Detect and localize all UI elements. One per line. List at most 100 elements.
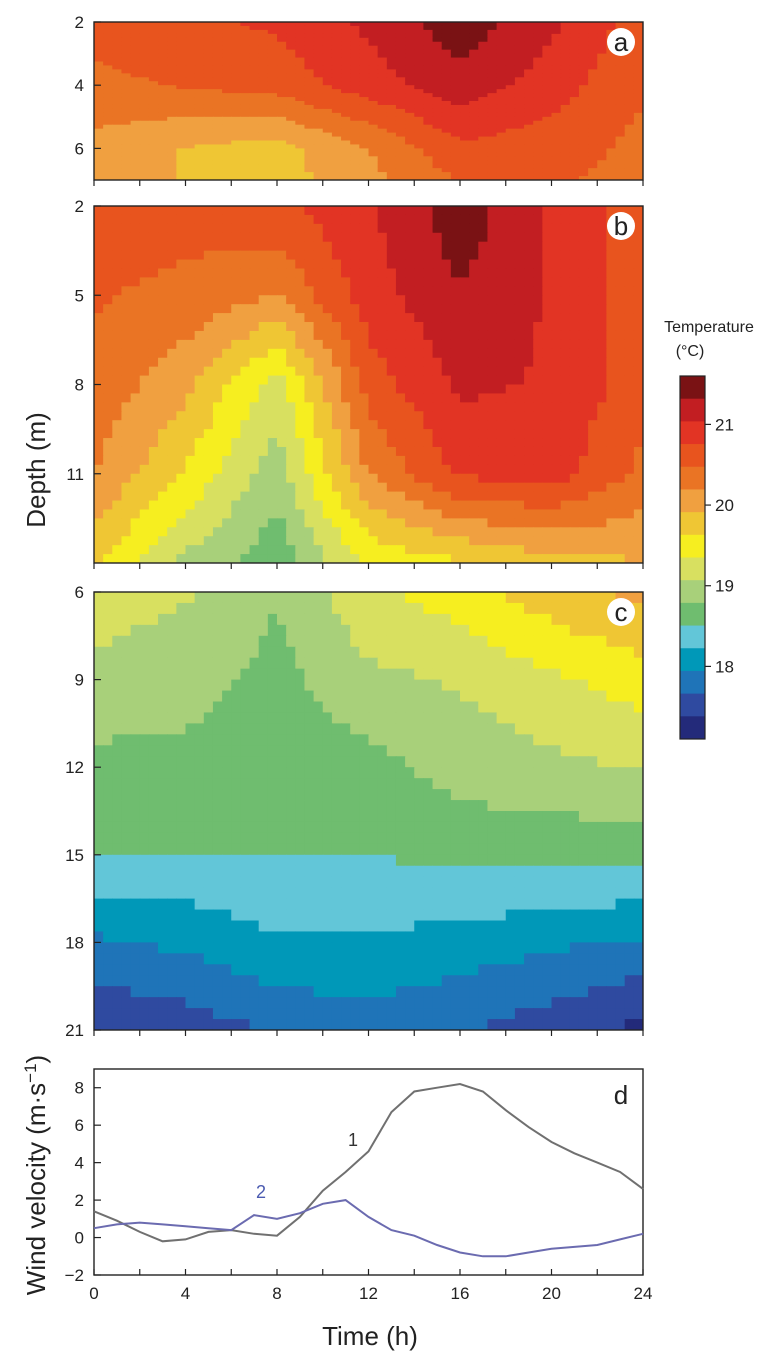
heatmap-cell [258,140,269,146]
heatmap-cell [212,545,223,555]
heatmap-cell [633,112,643,118]
heatmap-cell [304,37,315,43]
heatmap-cell [469,160,479,165]
heatmap-cell [487,482,498,493]
heatmap-cell [313,268,324,279]
heatmap-cell [158,152,168,157]
heatmap-cell [423,223,434,234]
heatmap-cell [469,120,479,126]
heatmap-cell [624,232,635,243]
heatmap-cell [524,168,534,173]
heatmap-cell [560,124,571,130]
heatmap-cell [222,22,232,27]
heatmap-cell [176,81,187,86]
heatmap-cell [121,206,132,216]
heatmap-cell [176,136,187,142]
heatmap-cell [597,104,607,110]
heatmap-cell [176,61,187,67]
heatmap-cell [203,322,214,332]
heatmap-cell [624,536,635,546]
heatmap-cell [121,268,132,279]
heatmap-cell [359,45,370,51]
heatmap-cell [130,602,141,615]
heatmap-cell [249,286,260,296]
heatmap-cell [432,223,443,234]
heatmap-cell [94,61,104,67]
heatmap-cell [176,156,187,161]
heatmap-cell [432,438,443,448]
heatmap-cell [148,69,159,74]
heatmap-cell [368,339,379,350]
heatmap-cell [405,128,415,134]
heatmap-cell [524,322,534,332]
heatmap-cell [103,25,113,31]
heatmap-cell [112,25,123,31]
heatmap-cell [94,132,104,138]
heatmap-cell [277,65,287,70]
heatmap-cell [496,339,507,350]
heatmap-cell [551,420,562,430]
heatmap-cell [368,232,379,243]
heatmap-cell [267,491,278,502]
heatmap-cell [341,164,351,169]
heatmap-cell [597,41,607,47]
heatmap-cell [304,49,315,55]
heatmap-cell [277,223,287,234]
heatmap-cell [176,41,187,47]
heatmap-cell [103,160,113,165]
heatmap-cell [341,22,351,27]
heatmap-cell [313,429,324,439]
heatmap-cell [524,554,534,563]
heatmap-cell [249,73,260,78]
heatmap-cell [121,223,132,234]
heatmap-cell [597,164,607,169]
heatmap-cell [633,93,643,98]
heatmap-cell [615,132,626,138]
heatmap-cell [167,214,177,225]
heatmap-cell [395,112,406,118]
heatmap-cell [295,384,306,395]
heatmap-cell [487,128,498,134]
heatmap-cell [395,482,406,493]
heatmap-cell [112,33,123,39]
heatmap-cell [368,89,379,94]
heatmap-cell [158,250,168,261]
heatmap-cell [386,57,397,63]
heatmap-cell [267,473,278,484]
heatmap-cell [496,491,507,502]
heatmap-cell [158,53,168,59]
heatmap-cell [222,500,232,511]
heatmap-cell [405,393,415,403]
heatmap-cell [551,286,562,296]
heatmap-cell [194,93,205,98]
heatmap-cell [167,49,177,55]
heatmap-cell [514,144,525,149]
heatmap-cell [203,313,214,323]
heatmap-cell [359,69,370,74]
heatmap-cell [377,69,388,74]
heatmap-cell [313,77,324,82]
heatmap-cell [533,223,543,234]
heatmap-cell [94,57,104,63]
heatmap-cell [130,295,141,305]
heatmap-cell [405,148,415,153]
heatmap-cell [341,313,351,323]
heatmap-cell [277,393,287,403]
heatmap-cell [395,592,406,604]
heatmap-cell [533,330,543,341]
heatmap-cell [139,304,150,314]
heatmap-cell [423,438,434,448]
heatmap-cell [405,104,415,110]
heatmap-cell [578,259,589,270]
heatmap-cell [524,128,534,134]
heatmap-cell [414,602,424,615]
heatmap-cell [606,366,617,377]
heatmap-cell [240,500,251,511]
heatmap-cell [505,172,516,177]
heatmap-cell [277,602,287,615]
heatmap-cell [597,420,607,430]
heatmap-cell [441,429,452,439]
heatmap-cell [478,45,489,51]
heatmap-cell [158,156,168,161]
heatmap-cell [249,250,260,261]
